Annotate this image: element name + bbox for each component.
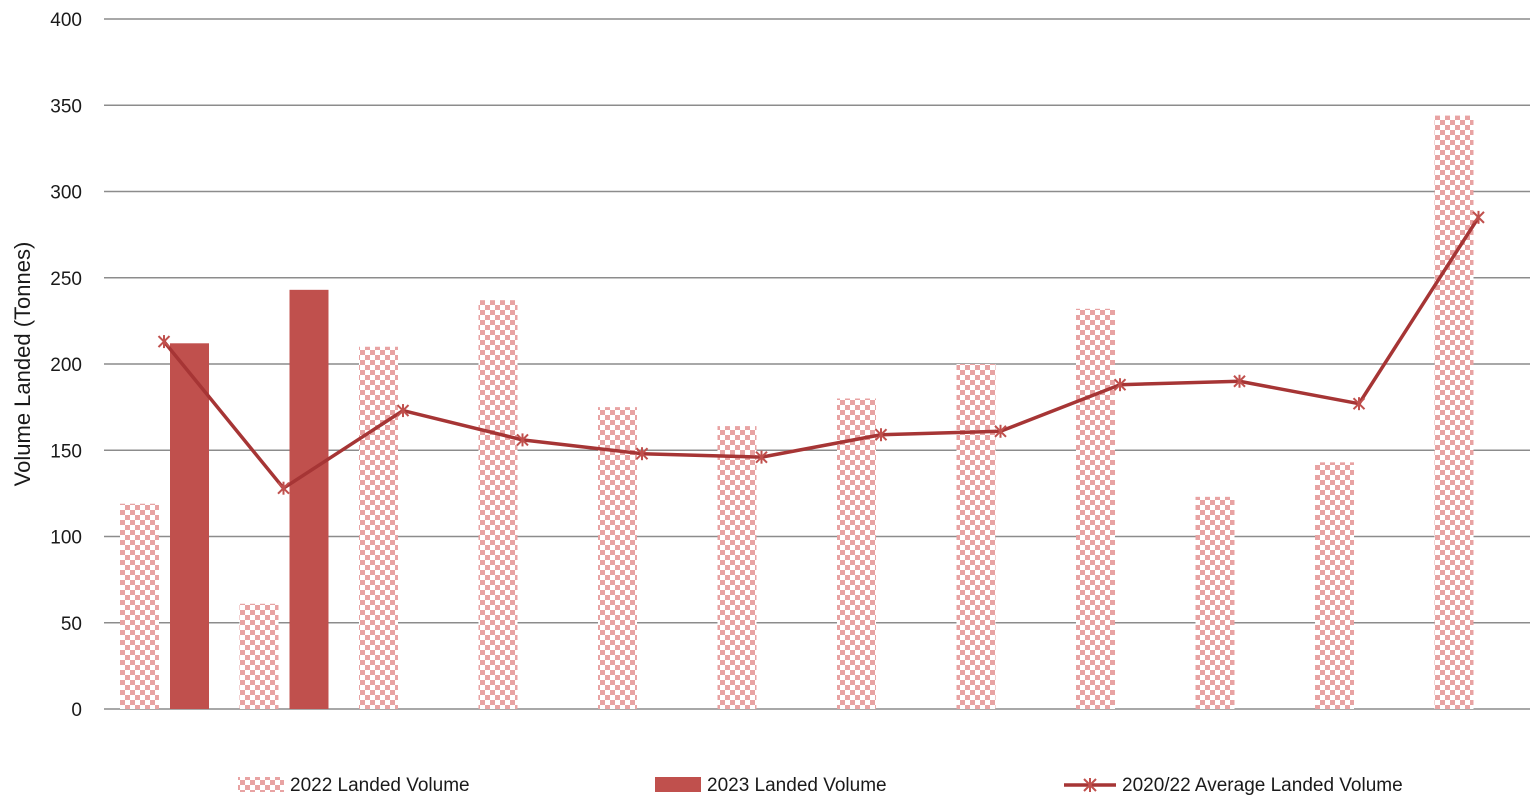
- y-tick-label-250: 250: [50, 269, 82, 290]
- bar-2023-2: [289, 289, 329, 709]
- average-marker-1: [157, 335, 171, 349]
- y-axis-title: Volume Landed (Tonnes): [10, 242, 35, 487]
- legend-label-2022: 2022 Landed Volume: [290, 775, 470, 796]
- y-tick-label-0: 0: [71, 700, 82, 721]
- bar-2023-1: [170, 343, 209, 709]
- average-marker-4: [516, 433, 529, 447]
- y-tick-label-150: 150: [50, 441, 82, 462]
- bars: [120, 115, 1474, 710]
- bar-2022-8: [956, 364, 996, 709]
- bar-2022-10: [1195, 496, 1235, 709]
- average-marker-2: [277, 481, 290, 495]
- average-marker-11: [1352, 397, 1366, 411]
- bar-2022-7: [837, 398, 876, 709]
- average-marker-6: [755, 450, 768, 464]
- y-tick-label-300: 300: [50, 183, 82, 204]
- legend-swatch-2023: [655, 777, 701, 792]
- average-line: [162, 216, 1480, 490]
- average-marker-3: [396, 404, 410, 418]
- legend-label-average: 2020/22 Average Landed Volume: [1122, 775, 1403, 796]
- bar-2022-1: [120, 503, 159, 709]
- bar-2022-4: [478, 300, 518, 709]
- average-line-path: [162, 216, 1480, 490]
- bar-2022-11: [1315, 462, 1354, 709]
- bar-2022-6: [717, 426, 757, 709]
- legend-marker-average: [1083, 778, 1097, 792]
- average-line-markers: [157, 210, 1485, 495]
- bar-2022-9: [1076, 308, 1115, 709]
- y-tick-label-50: 50: [61, 614, 82, 635]
- average-marker-12: [1472, 210, 1485, 224]
- bar-2022-12: [1434, 115, 1474, 710]
- y-axis-tick-labels: 0 50 100 150 200 250 300 350 400: [50, 10, 82, 721]
- legend-label-2023: 2023 Landed Volume: [707, 775, 887, 796]
- average-marker-8: [994, 424, 1007, 438]
- legend-item-average: 2020/22 Average Landed Volume: [1064, 775, 1403, 796]
- legend-swatch-2022: [238, 777, 284, 792]
- legend-item-2022: 2022 Landed Volume: [238, 775, 470, 796]
- bar-2022-5: [598, 407, 637, 709]
- y-tick-label-100: 100: [50, 528, 82, 549]
- legend: 2022 Landed Volume 2023 Landed Volume 20…: [238, 775, 1403, 796]
- bar-2022-3: [359, 346, 398, 709]
- y-tick-label-200: 200: [50, 355, 82, 376]
- legend-item-2023: 2023 Landed Volume: [655, 775, 887, 796]
- average-marker-9: [1113, 378, 1127, 392]
- average-marker-10: [1233, 374, 1246, 388]
- y-tick-label-400: 400: [50, 10, 82, 31]
- average-marker-5: [635, 447, 649, 461]
- average-marker-7: [874, 428, 888, 442]
- y-tick-label-350: 350: [50, 96, 82, 117]
- bar-2022-2: [239, 603, 279, 709]
